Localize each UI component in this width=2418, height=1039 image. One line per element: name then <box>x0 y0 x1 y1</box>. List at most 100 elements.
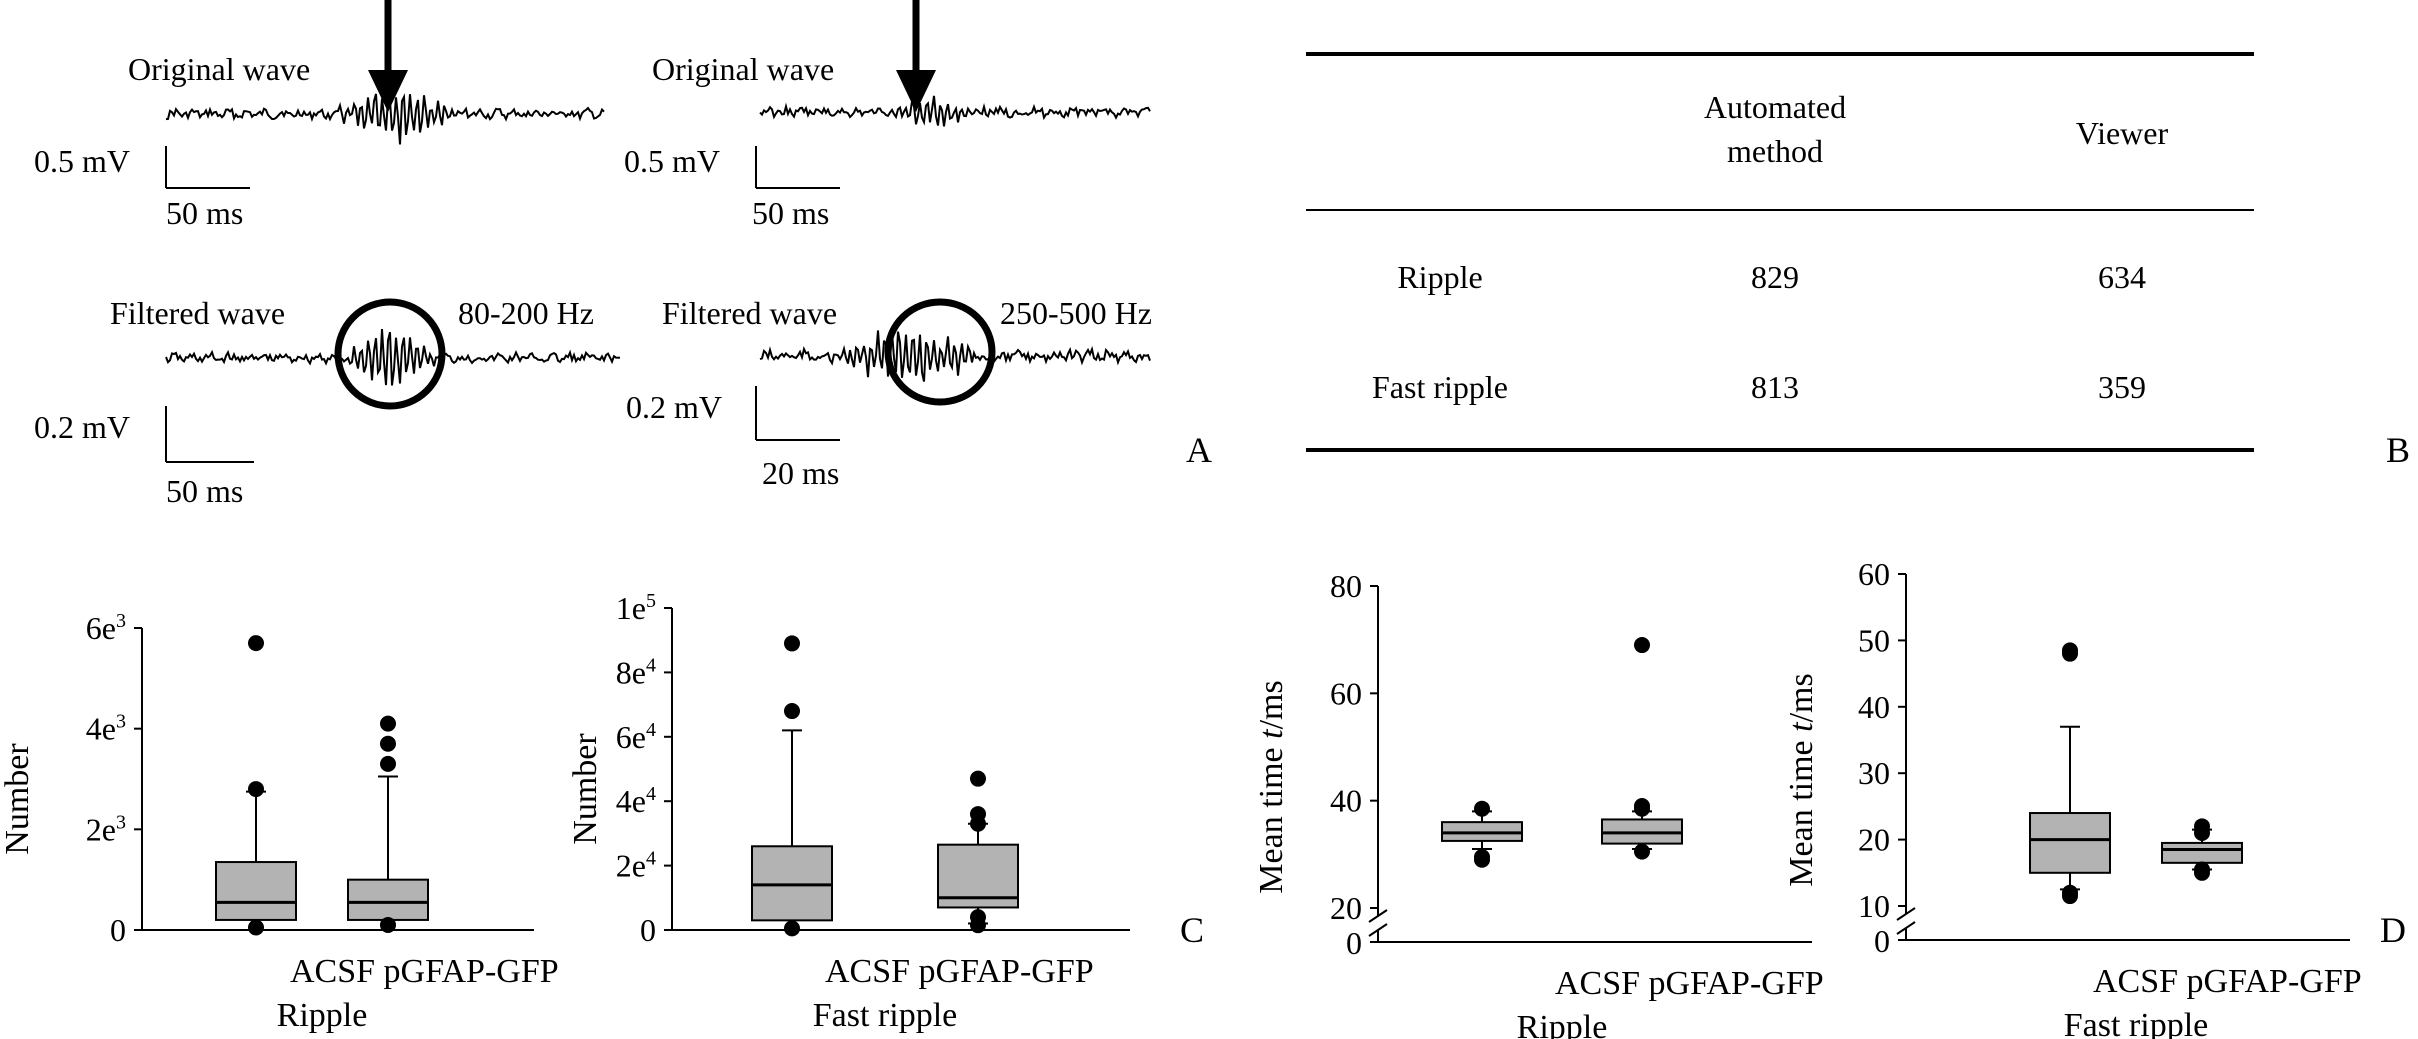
outlier-point <box>380 715 396 732</box>
box-pgfap-gfp <box>1601 637 1683 860</box>
box-acsf <box>2029 642 2111 905</box>
outlier-point <box>1634 843 1650 860</box>
outlier-point <box>248 635 264 652</box>
y-tick-label: 0 <box>110 912 126 948</box>
y-tick-label: 8e4 <box>616 654 656 690</box>
y-tick-label: 60 <box>1858 556 1890 592</box>
table-row-ripple-automated: 829 <box>1751 259 1799 295</box>
panel-b-table: Automated method Viewer Ripple 829 634 F… <box>1306 52 2410 470</box>
panel-a: Original wave 0.5 mV 50 ms Filtered wave… <box>34 0 1212 509</box>
outlier-point <box>1634 800 1650 817</box>
outlier-point <box>248 781 264 798</box>
outlier-point <box>784 635 800 652</box>
y-tick-label: 20 <box>1858 822 1890 858</box>
a-right-highlight-circle <box>884 298 996 406</box>
y-tick-label: 10 <box>1858 888 1890 924</box>
x-category-labels: ACSF pGFAP-GFP <box>825 953 1094 990</box>
a-left-original-label: Original wave <box>128 51 310 87</box>
y-tick-label: 4e4 <box>616 783 656 819</box>
y-tick-label-zero: 0 <box>1346 925 1362 961</box>
a-right-original-scale-t: 50 ms <box>752 195 829 231</box>
a-left-filtered-scale-v: 0.2 mV <box>34 409 130 445</box>
a-right-original-trace <box>759 95 1151 127</box>
y-tick-label: 30 <box>1858 755 1890 791</box>
box-pgfap-gfp <box>347 715 429 933</box>
axis-break-mark <box>1368 909 1388 923</box>
axis-break-mark <box>1896 907 1916 921</box>
table-row-fast-ripple-viewer: 359 <box>2098 369 2146 405</box>
outlier-point <box>2194 864 2210 881</box>
table-row-ripple-name: Ripple <box>1397 259 1482 295</box>
box-pgfap-gfp <box>2161 818 2243 881</box>
a-left-filtered-scalebar <box>165 406 254 463</box>
table-header-viewer: Viewer <box>2076 115 2169 151</box>
y-tick-label: 40 <box>1858 689 1890 725</box>
x-category-labels: ACSF pGFAP-GFP <box>2093 963 2362 1000</box>
box-acsf <box>1441 800 1523 868</box>
y-tick-label: 40 <box>1330 783 1362 819</box>
x-category-labels: ACSF pGFAP-GFP <box>290 953 559 990</box>
box-chart-ripple-mean-time: 020 40 60 80 ACSF pGFAP-GFP Ripple Mean time t… <box>1253 568 1824 1039</box>
y-tick-label: 1e5 <box>616 590 656 626</box>
box-iqr <box>751 845 833 922</box>
outlier-point <box>380 755 396 772</box>
y-axis-title: Mean time t/ms <box>1783 673 1820 886</box>
table-row-fast-ripple-name: Fast ripple <box>1372 369 1508 405</box>
x-axis-title: Fast ripple <box>813 997 957 1034</box>
a-right-filtered-scale-t: 20 ms <box>762 455 839 491</box>
a-left-arrow-icon <box>368 0 408 112</box>
panel-b-label: B <box>2386 430 2410 470</box>
y-tick-label: 60 <box>1330 675 1362 711</box>
y-axis-title: Number <box>567 733 604 845</box>
a-right-filtered-trace <box>759 330 1151 382</box>
outlier-point <box>970 917 986 934</box>
y-tick-label: 2e3 <box>86 811 126 847</box>
outlier-point <box>2062 888 2078 905</box>
outlier-point <box>784 920 800 937</box>
table-header-automated-line1: Automated <box>1704 89 1846 125</box>
a-right-filtered-scale-v: 0.2 mV <box>626 389 722 425</box>
outlier-point <box>1474 851 1490 868</box>
axis-break-mark <box>1368 923 1388 937</box>
y-tick-label: 20 <box>1330 890 1362 926</box>
outlier-point <box>1634 637 1650 654</box>
box-chart-fast-ripple-mean-time: 010 20 30 40 50 60 ACSF pGFAP-GFP Fast ripple Me… <box>1783 556 2362 1039</box>
x-axis-title: Ripple <box>277 997 368 1034</box>
box-iqr <box>2161 841 2243 864</box>
y-tick-label: 4e3 <box>86 711 126 747</box>
a-left-filtered-label: Filtered wave <box>110 295 285 331</box>
a-right-original-scalebar <box>755 146 840 189</box>
y-tick-label-zero: 0 <box>1874 923 1890 959</box>
x-axis-title: Fast ripple <box>2064 1007 2208 1039</box>
a-left-original-scale-t: 50 ms <box>166 195 243 231</box>
outlier-point <box>380 916 396 933</box>
a-left-filtered-scale-t: 50 ms <box>166 473 243 509</box>
box-acsf <box>751 635 833 937</box>
panel-c-label: C <box>1180 910 1204 950</box>
table-row-ripple-viewer: 634 <box>2098 259 2146 295</box>
outlier-point <box>970 770 986 787</box>
a-right-original-scale-v: 0.5 mV <box>624 143 720 179</box>
y-tick-label: 2e4 <box>616 848 656 884</box>
outlier-point <box>248 919 264 936</box>
outlier-point <box>2062 645 2078 662</box>
box-pgfap-gfp <box>937 770 1019 934</box>
x-axis-title: Ripple <box>1517 1009 1608 1039</box>
table-header-automated-line2: method <box>1727 133 1823 169</box>
outlier-point <box>970 815 986 832</box>
a-right-filtered-scalebar <box>755 386 840 441</box>
a-left-band: 80-200 Hz <box>458 295 594 331</box>
a-right-band: 250-500 Hz <box>1000 295 1152 331</box>
panel-a-label: A <box>1186 430 1212 470</box>
box-acsf <box>215 635 297 936</box>
a-right-filtered-label: Filtered wave <box>662 295 837 331</box>
y-tick-label: 0 <box>640 912 656 948</box>
a-left-original-scale-v: 0.5 mV <box>34 143 130 179</box>
outlier-point <box>2194 824 2210 841</box>
a-left-filtered-trace <box>165 328 621 386</box>
y-tick-label: 80 <box>1330 568 1362 604</box>
y-tick-label: 50 <box>1858 622 1890 658</box>
a-left-original-trace <box>165 93 605 145</box>
box-chart-ripple-number: 0 2e3 4e3 6e3 ACSF pGFAP-GFP Ripple Number <box>0 610 559 1034</box>
